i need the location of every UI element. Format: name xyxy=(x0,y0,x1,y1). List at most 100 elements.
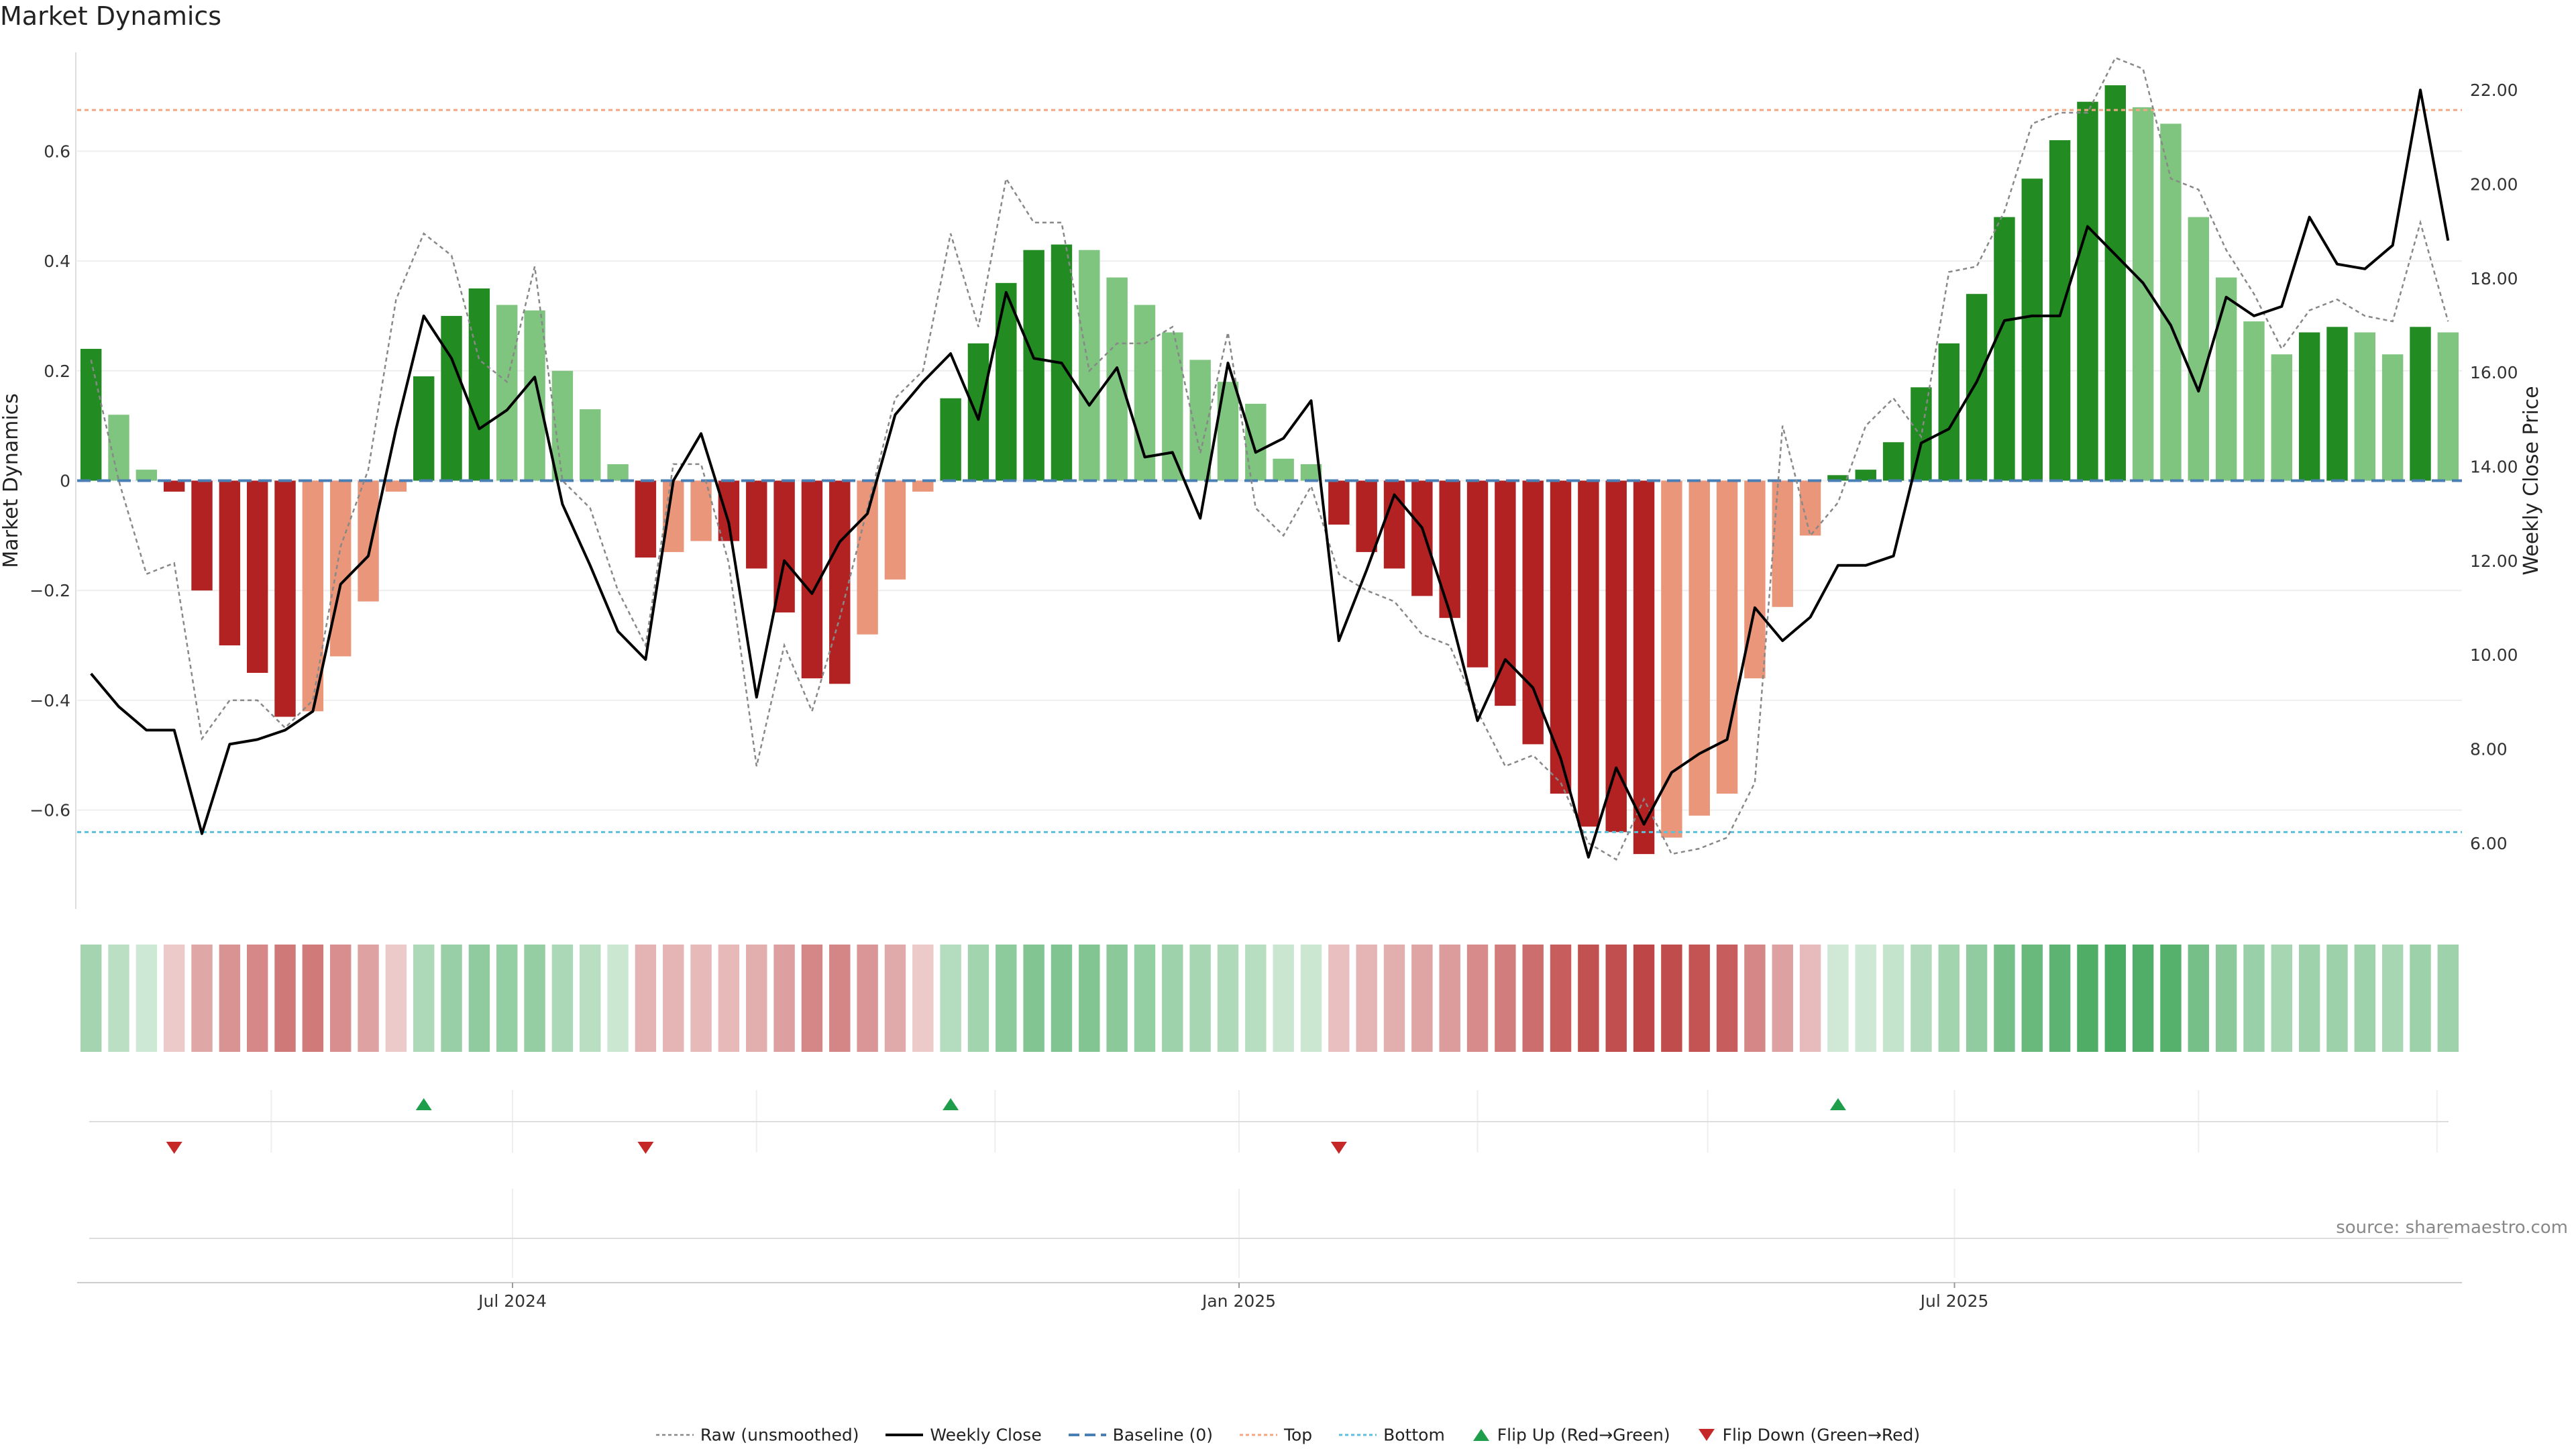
heat-cell xyxy=(108,945,129,1052)
legend: Raw (unsmoothed) Weekly Close Baseline (… xyxy=(0,1424,2576,1444)
momentum-bar xyxy=(718,480,740,541)
heat-cell xyxy=(1994,945,2015,1052)
heat-cell xyxy=(1550,945,1572,1052)
momentum-bar xyxy=(385,480,407,492)
legend-baseline-swatch xyxy=(1068,1433,1106,1436)
flip-up-marker xyxy=(1829,1098,1846,1110)
y2-tick-label: 8.00 xyxy=(2470,739,2508,759)
momentum-bar xyxy=(635,480,657,558)
heat-cell xyxy=(1799,945,1821,1052)
momentum-bar xyxy=(2298,332,2320,481)
momentum-bar xyxy=(274,480,296,717)
momentum-bar xyxy=(496,305,518,481)
momentum-bar xyxy=(2049,140,2071,481)
momentum-bar xyxy=(829,480,851,684)
heat-cell xyxy=(996,945,1017,1052)
raw-line xyxy=(90,56,2449,861)
legend-baseline-label: Baseline (0) xyxy=(1112,1425,1214,1445)
momentum-bar xyxy=(524,310,545,481)
heat-cell xyxy=(2326,945,2348,1052)
heat-cell xyxy=(2215,945,2237,1052)
momentum-bar xyxy=(940,398,961,481)
heat-cell xyxy=(1744,945,1766,1052)
legend-item-baseline: Baseline (0) xyxy=(1068,1424,1214,1445)
heat-cell xyxy=(829,945,851,1052)
momentum-bar xyxy=(1716,480,1738,794)
momentum-bar xyxy=(1079,250,1100,481)
heat-cell xyxy=(1605,945,1627,1052)
y2-tick-label: 22.00 xyxy=(2470,80,2518,100)
momentum-bar xyxy=(246,480,268,674)
flip-down-marker xyxy=(166,1142,182,1154)
heat-cell xyxy=(746,945,767,1052)
momentum-bar xyxy=(1661,480,1682,838)
momentum-bar xyxy=(1411,480,1433,596)
y2-tick-label: 20.00 xyxy=(2470,174,2518,194)
heat-cell xyxy=(219,945,241,1052)
heat-cell xyxy=(1051,945,1073,1052)
y2-tick-label: 14.00 xyxy=(2470,457,2518,476)
legend-item-flip-down: Flip Down (Green→Red) xyxy=(1697,1424,1921,1445)
momentum-bar xyxy=(2215,277,2237,481)
momentum-bar xyxy=(1328,480,1350,525)
heat-cell xyxy=(1300,945,1322,1052)
legend-close-swatch xyxy=(885,1433,924,1436)
heat-cell xyxy=(2021,945,2043,1052)
y-tick-label: 0.6 xyxy=(44,142,70,161)
momentum-bar xyxy=(358,480,379,602)
momentum-bar xyxy=(1605,480,1627,833)
heat-cell xyxy=(580,945,601,1052)
heat-cell xyxy=(524,945,545,1052)
momentum-bar xyxy=(857,480,878,635)
heat-cell xyxy=(413,945,435,1052)
heat-cell xyxy=(2188,945,2210,1052)
legend-flip-up-icon xyxy=(1472,1428,1489,1441)
legend-close-label: Weekly Close xyxy=(930,1425,1042,1445)
momentum-bar xyxy=(2381,354,2404,481)
momentum-bar xyxy=(884,480,906,580)
momentum-bar xyxy=(967,343,989,481)
heat-cell xyxy=(1938,945,1960,1052)
heat-cell xyxy=(1882,945,1904,1052)
momentum-bar xyxy=(163,480,185,492)
momentum-bar xyxy=(1911,387,1932,481)
momentum-bar xyxy=(1772,480,1793,607)
momentum-bar xyxy=(2243,321,2265,481)
heat-cell xyxy=(1633,945,1655,1052)
momentum-bar xyxy=(1495,480,1516,706)
chart-title: Market Dynamics xyxy=(0,1,222,31)
momentum-bar xyxy=(136,470,158,481)
heat-cell xyxy=(1966,945,1988,1052)
heat-cell xyxy=(1356,945,1377,1052)
heat-cell xyxy=(857,945,878,1052)
heat-cell xyxy=(1383,945,1405,1052)
heat-cell xyxy=(2077,945,2098,1052)
momentum-bar xyxy=(329,480,352,657)
heat-cell xyxy=(1079,945,1100,1052)
heat-cell xyxy=(884,945,906,1052)
momentum-bar xyxy=(302,480,324,712)
legend-raw-label: Raw (unsmoothed) xyxy=(700,1425,859,1445)
momentum-bar xyxy=(1882,442,1904,481)
heat-cell xyxy=(663,945,684,1052)
momentum-bar xyxy=(1578,480,1599,827)
momentum-bar xyxy=(2160,123,2182,481)
y-tick-label: 0.4 xyxy=(44,252,70,271)
momentum-bar xyxy=(1162,332,1183,481)
momentum-bar xyxy=(1245,403,1267,481)
heat-cell xyxy=(1855,945,1876,1052)
legend-flip-down-label: Flip Down (Green→Red) xyxy=(1722,1425,1921,1445)
heat-cell xyxy=(551,945,574,1052)
heat-cell xyxy=(385,945,407,1052)
heat-cell xyxy=(163,945,185,1052)
y2-tick-label: 16.00 xyxy=(2470,363,2518,382)
momentum-bar xyxy=(996,282,1017,481)
heat-cell xyxy=(80,945,102,1052)
legend-item-raw: Raw (unsmoothed) xyxy=(655,1424,859,1445)
heat-cell xyxy=(773,945,795,1052)
momentum-bar xyxy=(1522,480,1544,745)
y2-tick-label: 10.00 xyxy=(2470,645,2518,665)
momentum-bar xyxy=(1217,382,1239,481)
momentum-bar xyxy=(1550,480,1572,794)
